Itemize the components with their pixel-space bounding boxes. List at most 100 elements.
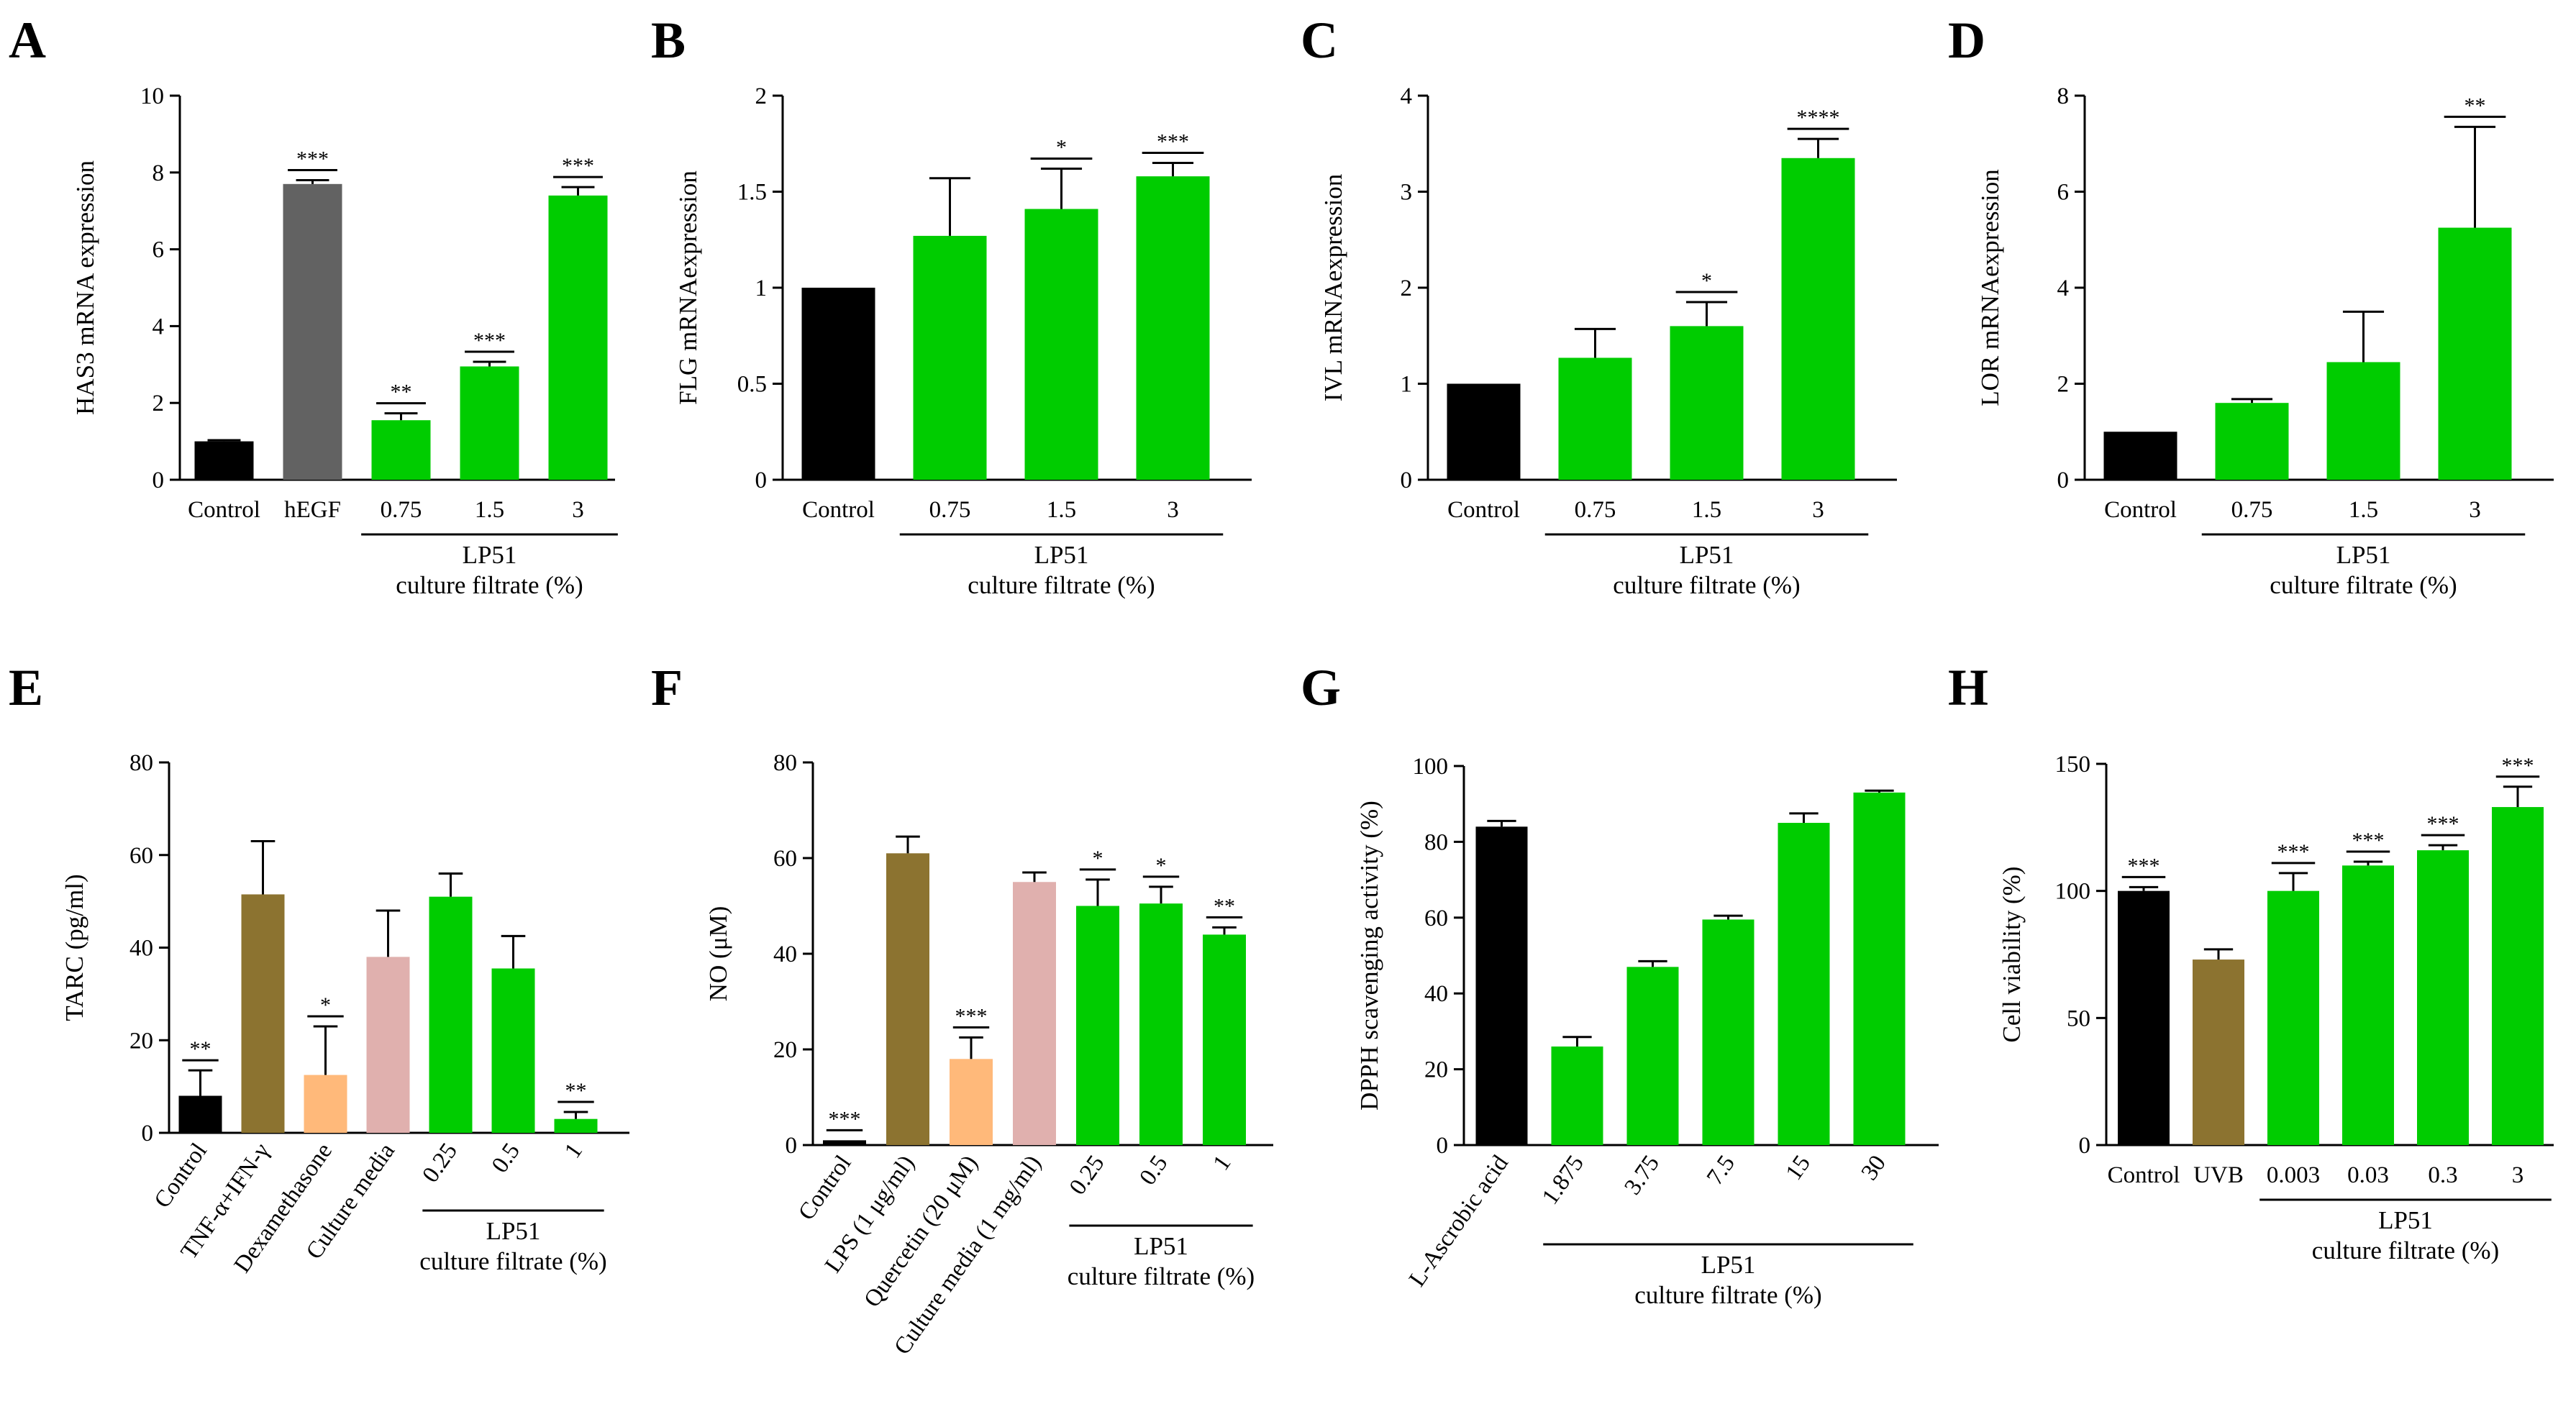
panel-e-y-axis-label: TARC (pg/ml) (60, 874, 88, 1021)
panel-a-category-label: 0.75 (381, 497, 422, 523)
panel-b-bar (1024, 209, 1098, 480)
panel-e-y-tick-label: 20 (129, 1028, 153, 1054)
panel-h-category-label: 0.3 (2428, 1162, 2457, 1188)
panel-g-y-tick-label: 0 (1437, 1133, 1449, 1159)
panel-c-bar (1447, 383, 1521, 480)
panel-a: A 0 2 4 6 8 10 HAS3 mRNA expression Control *** hE… (9, 12, 618, 599)
panel-f-sig-label: *** (955, 1004, 988, 1028)
panel-e-group-label: LP51 (486, 1217, 541, 1245)
panel-a-bar (548, 195, 608, 480)
panel-g-bar (1778, 823, 1830, 1145)
panel-g-bar (1853, 792, 1906, 1145)
panel-d: D 0 2 4 6 8 LOR mRNAexpression Control 0.75 1.5 **… (1948, 12, 2554, 599)
panel-d-sig-label: ** (2465, 94, 2486, 117)
panel-h-bar (2267, 890, 2319, 1145)
panel-h: H 0 50 100 150 Cell viability (%) *** Control UV… (1948, 659, 2554, 1264)
panel-c-category-label: 1.5 (1692, 497, 1721, 523)
panel-f-bar (823, 1140, 866, 1145)
panel-d-category-label: Control (2104, 497, 2177, 523)
panel-e-category-label: Control (150, 1139, 212, 1213)
panel-b-group-sublabel: culture filtrate (%) (968, 571, 1155, 599)
panel-c-sig-label: * (1701, 269, 1712, 293)
panel-a-category-label: Control (188, 497, 260, 523)
panel-f-category-label: 1 (1209, 1151, 1237, 1175)
panel-h-group-label: LP51 (2378, 1206, 2433, 1234)
panel-g-bar (1626, 967, 1679, 1145)
panel-h-bar (2492, 807, 2544, 1145)
panel-h-y-tick-label: 150 (2055, 752, 2091, 778)
panel-g-y-axis-label: DPPH scavenging activity (%) (1355, 801, 1383, 1111)
panel-d-letter: D (1948, 12, 1985, 69)
panel-a-y-axis-label: HAS3 mRNA expression (71, 160, 99, 415)
panel-g-category-label: L-Ascrobic acid (1404, 1151, 1514, 1292)
panel-f-category-label: 0.5 (1134, 1151, 1173, 1190)
panel-d-bar (2103, 432, 2177, 480)
panel-e-sig-label: ** (190, 1037, 211, 1061)
panel-f-sig-label: *** (829, 1107, 861, 1131)
panel-e-y-tick-label: 0 (142, 1121, 154, 1147)
panel-e-letter: E (9, 659, 43, 716)
panel-c-y-tick-label: 2 (1401, 275, 1413, 301)
panel-h-sig-label: *** (2502, 754, 2534, 778)
panel-c-y-tick-label: 1 (1401, 372, 1413, 398)
panel-h-category-label: 3 (2512, 1162, 2524, 1188)
panel-g-y-tick-label: 40 (1424, 981, 1448, 1007)
panel-f-bar (1139, 903, 1183, 1145)
panel-c-sig-label: **** (1797, 106, 1840, 129)
panel-d-y-tick-label: 8 (2057, 83, 2070, 109)
panel-d-y-axis-label: LOR mRNAexpression (1976, 169, 2004, 406)
panel-e-bar (241, 894, 285, 1133)
panel-e-y-tick-label: 60 (129, 843, 153, 869)
panel-b-y-tick-label: 1.5 (737, 180, 767, 206)
panel-a-sig-label: *** (562, 154, 594, 178)
panel-h-sig-label: *** (2352, 829, 2385, 852)
panel-d-group-label: LP51 (2336, 541, 2391, 569)
panel-g-bar (1475, 826, 1528, 1145)
panel-h-bar (2193, 959, 2244, 1145)
panel-b-category-label: 1.5 (1047, 497, 1076, 523)
panel-c-category-label: 0.75 (1575, 497, 1616, 523)
panel-a-letter: A (9, 12, 46, 69)
panel-a-y-tick-label: 8 (153, 160, 165, 186)
panel-e-bar (491, 968, 535, 1133)
panel-f-bar (1203, 934, 1246, 1145)
panel-g-category-label: 1.875 (1537, 1151, 1589, 1209)
panel-e-sig-label: ** (565, 1079, 587, 1103)
panel-f-bar (1076, 906, 1119, 1145)
panel-g-letter: G (1301, 659, 1341, 716)
panel-b-y-tick-label: 0.5 (737, 372, 767, 398)
panel-g-category-label: 3.75 (1619, 1151, 1665, 1200)
panel-b-y-axis-label: FLG mRNAexpression (674, 170, 702, 405)
panel-f-bar (886, 853, 929, 1145)
panel-a-bar (371, 420, 431, 480)
panel-a-y-tick-label: 10 (140, 83, 164, 109)
panel-h-category-label: UVB (2193, 1162, 2244, 1188)
panel-f-category-label: 0.25 (1065, 1151, 1110, 1200)
panel-c-letter: C (1301, 12, 1338, 69)
panel-h-letter: H (1948, 659, 1988, 716)
panel-c-bar (1670, 326, 1744, 480)
panel-f-y-tick-label: 0 (786, 1133, 798, 1159)
panel-b-category-label: 0.75 (929, 497, 971, 523)
panel-e-y-tick-label: 40 (129, 936, 153, 962)
panel-a-y-tick-label: 2 (153, 391, 165, 416)
panel-a-bar (460, 366, 519, 480)
panel-f-y-axis-label: NO (μM) (704, 906, 732, 1002)
panel-h-sig-label: *** (2128, 854, 2160, 878)
panel-f-sig-label: ** (1214, 894, 1235, 918)
panel-d-category-label: 1.5 (2349, 497, 2378, 523)
panel-c-y-tick-label: 0 (1401, 468, 1413, 493)
panel-g-y-tick-label: 60 (1424, 906, 1448, 931)
panel-a-sig-label: ** (391, 380, 412, 404)
panel-a-y-tick-label: 0 (153, 468, 165, 493)
panel-h-sig-label: *** (2277, 840, 2310, 864)
panel-g-bar (1551, 1046, 1603, 1145)
panel-g-y-tick-label: 80 (1424, 829, 1448, 855)
panel-h-sig-label: *** (2427, 812, 2459, 836)
panel-e-bar (429, 896, 473, 1133)
panel-a-category-label: 3 (572, 497, 584, 523)
panel-f-y-tick-label: 60 (773, 846, 797, 872)
panel-d-group-sublabel: culture filtrate (%) (2270, 571, 2457, 599)
